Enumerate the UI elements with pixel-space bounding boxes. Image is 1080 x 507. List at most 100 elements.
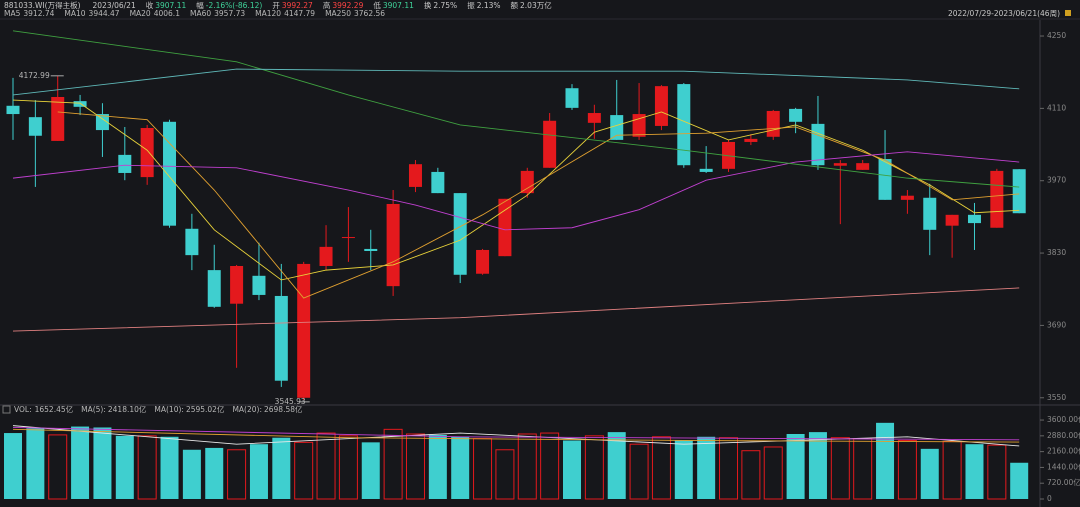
legend-value: 2698.58亿 — [264, 404, 303, 414]
candle-body — [341, 237, 355, 239]
legend-name: MA(20): — [232, 405, 262, 414]
candle-body — [140, 128, 154, 178]
date: 2023/06/21 — [93, 1, 136, 10]
close-label: 收 — [146, 0, 154, 10]
legend-value: 4006.1 — [154, 9, 180, 18]
volume-bar — [361, 442, 380, 499]
y-tick-label: 2160.00亿 — [1047, 446, 1080, 456]
y-tick-label: 3830 — [1047, 248, 1066, 257]
candle-body — [207, 270, 221, 307]
candle-body — [811, 123, 825, 166]
legend-name: MA10 — [64, 9, 85, 18]
volume-bar — [584, 435, 604, 500]
candle-body — [520, 170, 534, 194]
volume-bar — [338, 435, 358, 500]
candle-body — [230, 265, 244, 304]
volume-bar — [249, 444, 268, 499]
change-value: -2.16%(-86.12) — [206, 1, 263, 10]
legend-value: 2595.02亿 — [186, 404, 225, 414]
candle-body — [498, 198, 512, 257]
legend-value: 3957.73 — [214, 9, 245, 18]
change-label: 幅 — [196, 0, 204, 10]
y-tick-label: 3550 — [1047, 393, 1066, 402]
volume-bar — [93, 427, 112, 499]
y-tick-label: 720.00亿 — [1047, 477, 1080, 487]
amplitude-label: 振 — [467, 0, 475, 10]
legend-name: MA20 — [130, 9, 151, 18]
line-series — [57, 111, 1020, 299]
candle-body — [274, 295, 288, 381]
volume-bar — [563, 440, 581, 499]
volume-bar — [405, 433, 425, 500]
close-value: 3907.11 — [155, 1, 186, 10]
volume-bar — [160, 436, 179, 499]
candle-body — [967, 214, 981, 224]
legend-value: 4147.79 — [284, 9, 315, 18]
candle-body — [319, 246, 333, 266]
y-tick-label: 3600.00亿 — [1047, 414, 1080, 424]
volume-bar — [741, 450, 761, 500]
line-series — [12, 287, 1020, 332]
volume-value: 1652.45亿 — [35, 404, 74, 414]
candle-body — [856, 163, 870, 170]
legend-value: 3944.47 — [89, 9, 120, 18]
volume-bar — [786, 433, 805, 499]
open-label: 开 — [272, 1, 280, 10]
candle-body — [386, 203, 400, 287]
candle-body — [297, 263, 311, 398]
y-tick-label: 0 — [1047, 494, 1052, 503]
candle-body — [252, 275, 266, 295]
candle-body — [610, 115, 624, 140]
volume-bar — [71, 426, 90, 499]
volume-bar — [540, 432, 560, 500]
volume-bar — [719, 437, 739, 500]
legend-value: 2418.10亿 — [108, 404, 147, 414]
candle-body — [6, 105, 20, 115]
candle-body — [945, 214, 959, 226]
help-icon[interactable] — [2, 405, 11, 414]
legend-name: MA60 — [190, 9, 211, 18]
volume-bar — [205, 447, 224, 499]
volume-bar — [26, 428, 45, 499]
volume-bar — [294, 441, 314, 500]
volume-label: VOL: — [14, 405, 32, 414]
candle-body — [699, 168, 713, 172]
line-series — [12, 427, 1020, 441]
y-tick-label: 4110 — [1047, 103, 1066, 112]
candle-body — [28, 117, 42, 136]
amplitude-value: 2.13% — [477, 1, 501, 10]
volume-bar — [115, 435, 134, 499]
candle-body — [1012, 169, 1026, 214]
volume-bar — [897, 439, 917, 500]
candle-body — [453, 193, 467, 275]
legend-name: MA250 — [325, 9, 351, 18]
high-label: 高 — [323, 0, 331, 10]
y-tick-label: 3690 — [1047, 320, 1066, 329]
legend-name: MA5 — [4, 9, 21, 18]
line-series — [12, 30, 1020, 188]
candle-body — [789, 108, 803, 122]
legend-name: MA120 — [255, 9, 281, 18]
volume-bar — [4, 433, 22, 499]
candle-body — [923, 197, 937, 230]
low-annotation: 3545.93 — [275, 397, 306, 406]
y-tick-label: 1440.00亿 — [1047, 461, 1080, 471]
volume-bar — [763, 446, 783, 500]
amount-value: 2.03万亿 — [520, 0, 552, 10]
volume-bar — [830, 437, 850, 500]
legend-name: MA(10): — [154, 405, 184, 414]
line-series — [12, 68, 1020, 96]
volume-bar — [920, 448, 939, 499]
line-series — [12, 99, 1020, 281]
volume-bar — [965, 444, 984, 499]
volume-bar — [428, 434, 447, 499]
volume-bar — [182, 449, 201, 499]
y-tick-label: 2880.00亿 — [1047, 430, 1080, 440]
candle-body — [185, 228, 199, 256]
range-icon[interactable] — [1065, 10, 1071, 16]
volume-bar — [607, 432, 626, 499]
volume-bar — [383, 428, 403, 500]
volume-bar — [48, 434, 68, 500]
volume-bar — [1010, 462, 1029, 499]
